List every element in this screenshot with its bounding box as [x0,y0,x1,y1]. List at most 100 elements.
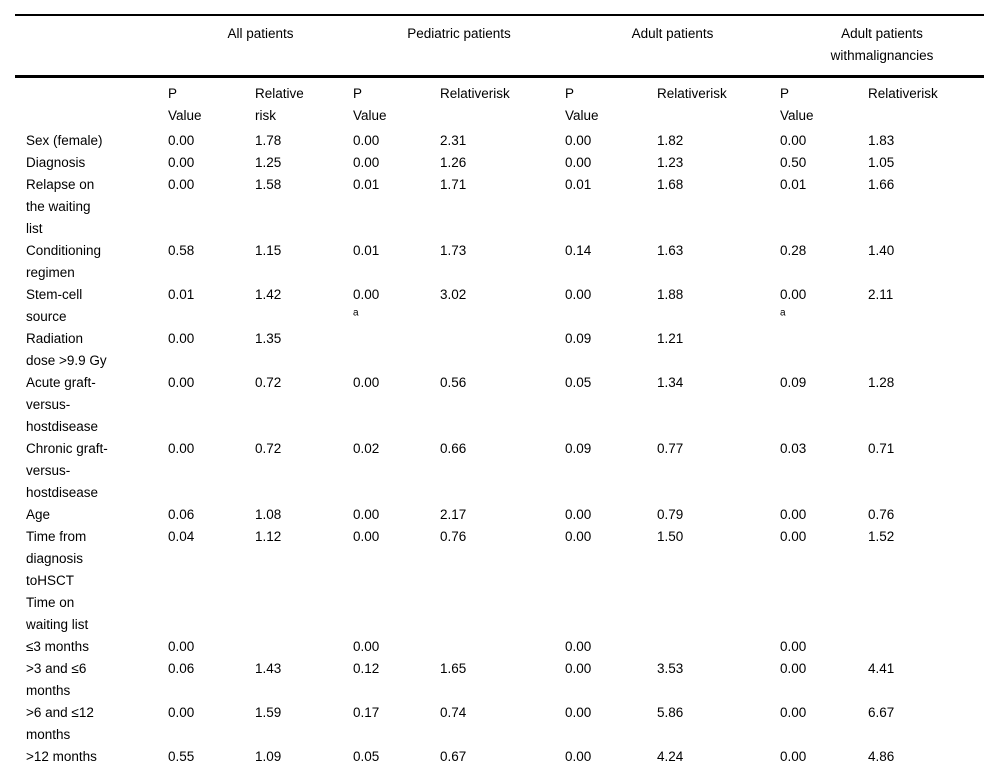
row-label: Relapse on the waiting list [26,177,95,236]
column-header: Relativerisk [868,86,938,101]
value-cell: 1.40 [868,243,895,258]
value-cell: 1.63 [657,243,684,258]
value-cell: 4.41 [868,661,895,676]
value-cell: 1.42 [255,287,282,302]
value-cell: 0.01 [780,177,807,192]
value-cell: 0.09 [565,331,592,346]
value-cell: 1.25 [255,155,282,170]
value-cell: 1.88 [657,287,684,302]
table-body: Sex (female) 0.00 1.78 0.00 2.31 0.00 1.82 0.00… [15,130,984,774]
column-header: Relative risk [255,86,304,123]
value-cell: 0.06 [168,661,195,676]
value-cell [440,592,565,636]
row-label: ≤3 months [26,639,89,654]
value-cell: 0.58 [168,243,195,258]
row-label: Time on waiting list [26,595,89,632]
value-cell: 0.17 [353,705,380,720]
value-cell: 0.00 [168,331,195,346]
table-row: Radiation dose >9.9 Gy 0.00 1.35 0.09 1.21 [15,328,984,372]
value-cell: 0.00 [353,375,380,390]
value-cell: 1.52 [868,529,895,544]
value-cell: 5.86 [657,705,684,720]
column-header: Relativerisk [440,86,510,101]
value-cell: 0.01 [168,287,195,302]
value-cell: 1.82 [657,133,684,148]
row-label: Age [26,507,51,522]
value-cell [868,328,984,372]
value-cell: 0.76 [440,529,467,544]
table-row: Chronic graft- versus- hostdisease 0.00 0.… [15,438,984,504]
column-header: P Value [565,86,599,123]
value-cell: 0.00 [168,133,195,148]
column-header: P Value [353,86,387,123]
corner-cell [15,77,168,131]
value-cell: 0.00 [353,155,380,170]
group-header: Adult patients withmalignancies [830,26,934,63]
value-cell: 0.00 [780,133,807,148]
value-cell [780,592,868,636]
group-header: All patients [227,26,294,41]
value-cell: 1.23 [657,155,684,170]
value-cell: 0.00 [780,507,807,522]
value-cell: 1.59 [255,705,282,720]
value-cell: 0.01 [565,177,592,192]
value-cell: 0.76 [868,507,895,522]
value-cell: 0.00 [780,705,807,720]
group-header: Adult patients [631,26,714,41]
value-cell: 1.65 [440,661,467,676]
value-cell: 0.55 [168,749,195,764]
row-label: Acute graft- versus- hostdisease [26,375,99,434]
value-cell: 0.66 [440,441,467,456]
value-cell: 0.00 [565,705,592,720]
value-cell: 0.00 [565,507,592,522]
value-cell: 0.12 [353,661,380,676]
value-cell [353,592,440,636]
row-label: >6 and ≤12 months [26,705,94,742]
value-cell: 0.01 [353,177,380,192]
value-cell [353,328,440,372]
table-row: >12 months 0.55 1.09 0.05 0.67 0.00 4.24 0.00 4.… [15,746,984,774]
table-row: Relapse on the waiting list 0.00 1.58 0.01 1… [15,174,984,240]
value-cell [657,592,780,636]
table-row: >3 and ≤6 months 0.06 1.43 0.12 1.65 0.00 3.53… [15,658,984,702]
value-cell: 0.00 [168,177,195,192]
value-cell: 1.34 [657,375,684,390]
value-cell: 0.00 [353,133,380,148]
value-cell: 0.00 [168,639,195,654]
value-cell: 0.14 [565,243,592,258]
value-cell: 1.66 [868,177,895,192]
row-label: >3 and ≤6 months [26,661,87,698]
value-cell: 0.04 [168,529,195,544]
value-cell: 1.09 [255,749,282,764]
value-cell [868,592,984,636]
value-cell: 0.77 [657,441,684,456]
value-cell: 1.83 [868,133,895,148]
value-cell: 1.78 [255,133,282,148]
table-row: Time on waiting list [15,592,984,636]
value-cell: 0.00 [168,705,195,720]
value-cell: 1.12 [255,529,282,544]
value-cell: 0.03 [780,441,807,456]
document-page: All patients Pediatric patients Adult pati… [0,14,1000,774]
table-row: Conditioning regimen 0.58 1.15 0.01 1.73 0.14… [15,240,984,284]
column-header: P Value [780,86,814,123]
value-cell: 1.28 [868,375,895,390]
value-cell: 1.35 [255,331,282,346]
value-cell: 0.09 [565,441,592,456]
footnote-marker: a [780,307,786,319]
table-row: >6 and ≤12 months 0.00 1.59 0.17 0.74 0.00 5.8… [15,702,984,746]
table-row: Sex (female) 0.00 1.78 0.00 2.31 0.00 1.82 0.00… [15,130,984,152]
table-row: Age 0.06 1.08 0.00 2.17 0.00 0.79 0.00 0.76 [15,504,984,526]
value-cell [255,636,353,658]
risk-factors-table: All patients Pediatric patients Adult pati… [15,14,985,774]
sub-header-row: P Value Relative risk P Value Relativerisk P… [15,77,984,131]
value-cell: 2.31 [440,133,467,148]
value-cell: 0.00 a [353,287,380,319]
value-cell: 0.00 [780,639,807,654]
row-label: Time from diagnosis toHSCT [26,529,87,588]
value-cell: 0.00 [565,639,592,654]
table-row: Stem-cell source 0.01 1.42 0.00 a 3.02 0.00 1.8… [15,284,984,328]
value-cell [440,328,565,372]
group-header-row: All patients Pediatric patients Adult pati… [15,15,985,77]
value-cell: 6.67 [868,705,895,720]
